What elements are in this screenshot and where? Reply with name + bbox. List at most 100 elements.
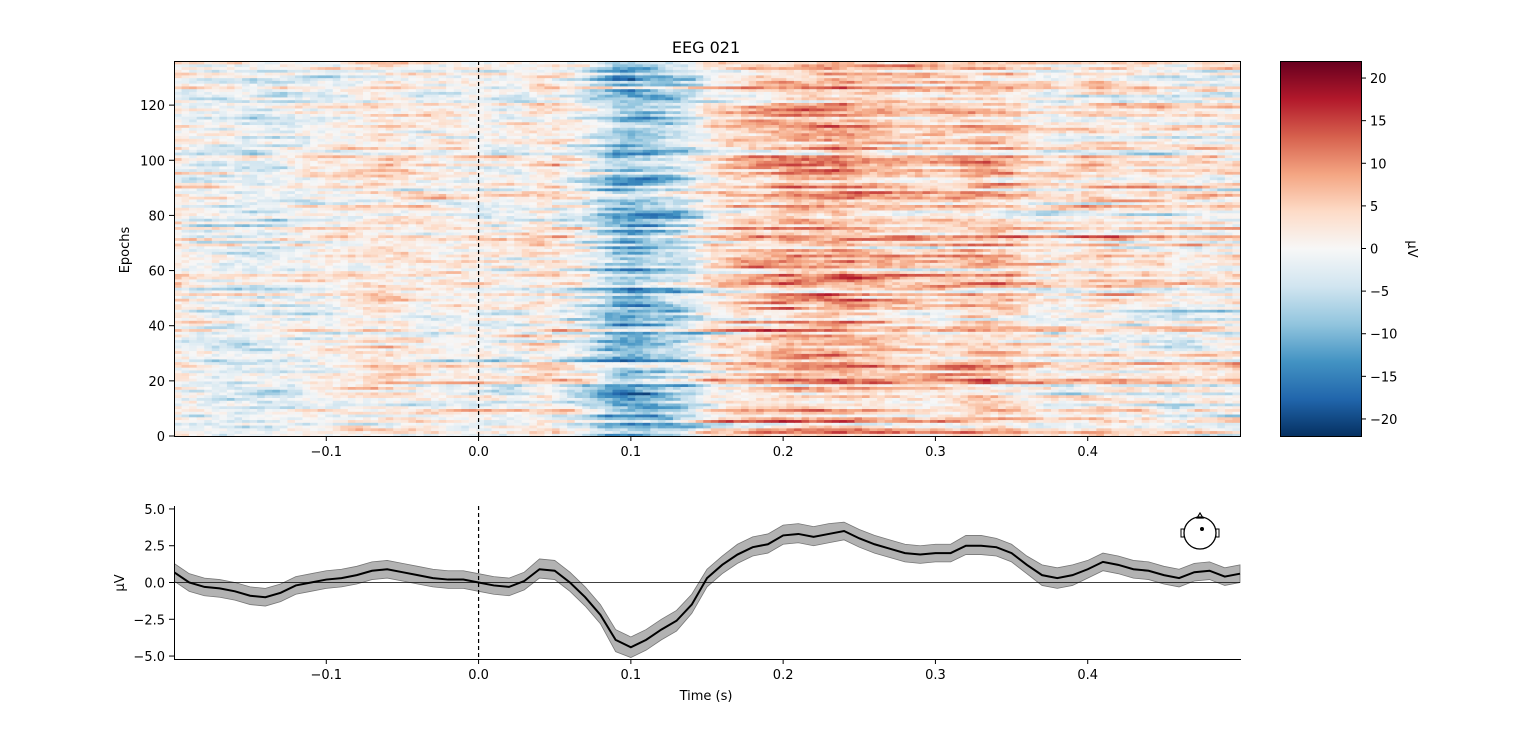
- heatmap-cell: [793, 375, 803, 379]
- heatmap-cell: [1028, 424, 1037, 429]
- heatmap-cell: [741, 394, 750, 398]
- heatmap-cell: [499, 375, 508, 379]
- heatmap-cell: [544, 375, 553, 379]
- heatmap-cell: [1058, 411, 1067, 415]
- heatmap-cell: [189, 383, 198, 387]
- heatmap-cell: [839, 419, 848, 423]
- heatmap-cell: [710, 353, 719, 357]
- heatmap-cell: [786, 394, 795, 398]
- heatmap-cell: [642, 405, 651, 410]
- heatmap-cell: [332, 383, 341, 387]
- heatmap-cell: [1179, 378, 1188, 382]
- heatmap-cell: [272, 405, 281, 410]
- heatmap-cell: [1224, 383, 1234, 387]
- heatmap-cell: [657, 378, 667, 382]
- heatmap-cell: [347, 430, 357, 434]
- heatmap-cell: [211, 408, 220, 412]
- heatmap-cell: [332, 372, 341, 376]
- heatmap-cell: [559, 405, 568, 410]
- heatmap-cell: [294, 427, 304, 432]
- heatmap-cell: [1020, 372, 1029, 376]
- heatmap-cell: [355, 430, 364, 434]
- heatmap-cell: [204, 372, 213, 376]
- heatmap-cell: [370, 408, 379, 412]
- heatmap-cell: [748, 361, 757, 365]
- heatmap-cell: [809, 394, 818, 398]
- heatmap-cell: [1126, 419, 1135, 423]
- heatmap-cell: [438, 427, 447, 432]
- heatmap-cell: [914, 378, 924, 382]
- heatmap-cell: [408, 386, 417, 390]
- heatmap-cell: [400, 353, 409, 357]
- heatmap-cell: [529, 372, 538, 376]
- heatmap-cell: [597, 402, 606, 407]
- heatmap-cell: [370, 422, 379, 426]
- heatmap-cell: [363, 372, 372, 376]
- heatmap-cell: [1043, 416, 1052, 421]
- heatmap-cell: [831, 416, 840, 421]
- heatmap-cell: [400, 408, 409, 412]
- heatmap-cell: [786, 424, 795, 429]
- heatmap-cell: [536, 361, 546, 365]
- heatmap-cell: [264, 402, 273, 407]
- heatmap-cell: [559, 402, 568, 407]
- heatmap-cell: [612, 416, 621, 421]
- heatmap-cell: [552, 402, 561, 407]
- heatmap-cell: [574, 400, 583, 404]
- heatmap-cell: [415, 364, 425, 368]
- heatmap-cell: [1081, 380, 1090, 385]
- heatmap-cell: [1202, 413, 1211, 418]
- heatmap-cell: [854, 422, 863, 426]
- heatmap-cell: [196, 389, 205, 393]
- heatmap-cell: [620, 408, 629, 412]
- heatmap-cell: [778, 394, 787, 398]
- heatmap-cell: [982, 391, 992, 396]
- heatmap-cell: [816, 361, 825, 365]
- heatmap-cell: [1164, 356, 1173, 360]
- heatmap-cell: [1005, 389, 1014, 393]
- heatmap-cell: [189, 430, 198, 434]
- heatmap-cell: [672, 380, 682, 385]
- heatmap-cell: [861, 372, 871, 376]
- heatmap-cell: [763, 369, 772, 374]
- heatmap-cell: [809, 424, 818, 429]
- heatmap-cell: [325, 380, 334, 385]
- heatmap-cell: [204, 358, 213, 363]
- heatmap-cell: [869, 372, 878, 376]
- heatmap-cell: [567, 389, 576, 393]
- heatmap-cell: [287, 378, 296, 382]
- heatmap-cell: [521, 386, 530, 390]
- heatmap-cell: [514, 378, 523, 382]
- heatmap-cell: [1050, 358, 1060, 363]
- heatmap-cell: [635, 397, 644, 401]
- heatmap-cell: [1103, 405, 1113, 410]
- heatmap-cell: [446, 389, 455, 393]
- heatmap-cell: [680, 397, 689, 401]
- heatmap-cell: [1164, 372, 1173, 376]
- heatmap-cell: [945, 408, 954, 412]
- heatmap-cell: [1126, 394, 1135, 398]
- heatmap-cell: [249, 369, 258, 374]
- heatmap-cell: [703, 389, 712, 393]
- heatmap-cell: [1050, 380, 1060, 385]
- heatmap-cell: [710, 391, 719, 396]
- heatmap-cell: [635, 383, 644, 387]
- heatmap-cell: [718, 361, 727, 365]
- heatmap-cell: [922, 408, 931, 412]
- heatmap-cell: [400, 424, 409, 429]
- heatmap-cell: [1013, 413, 1022, 418]
- heatmap-cell: [1149, 378, 1158, 382]
- heatmap-cell: [544, 422, 553, 426]
- heatmap-cell: [1187, 356, 1196, 360]
- heatmap-cell: [196, 394, 205, 398]
- heatmap-cell: [1035, 424, 1045, 429]
- heatmap-cell: [446, 386, 455, 390]
- heatmap-cell: [279, 411, 288, 415]
- heatmap-cell: [718, 364, 727, 368]
- heatmap-cell: [287, 394, 296, 398]
- heatmap-cell: [242, 391, 251, 396]
- heatmap-cell: [431, 397, 440, 401]
- heatmap-cell: [1103, 375, 1113, 379]
- heatmap-cell: [521, 391, 530, 396]
- heatmap-cell: [703, 353, 712, 357]
